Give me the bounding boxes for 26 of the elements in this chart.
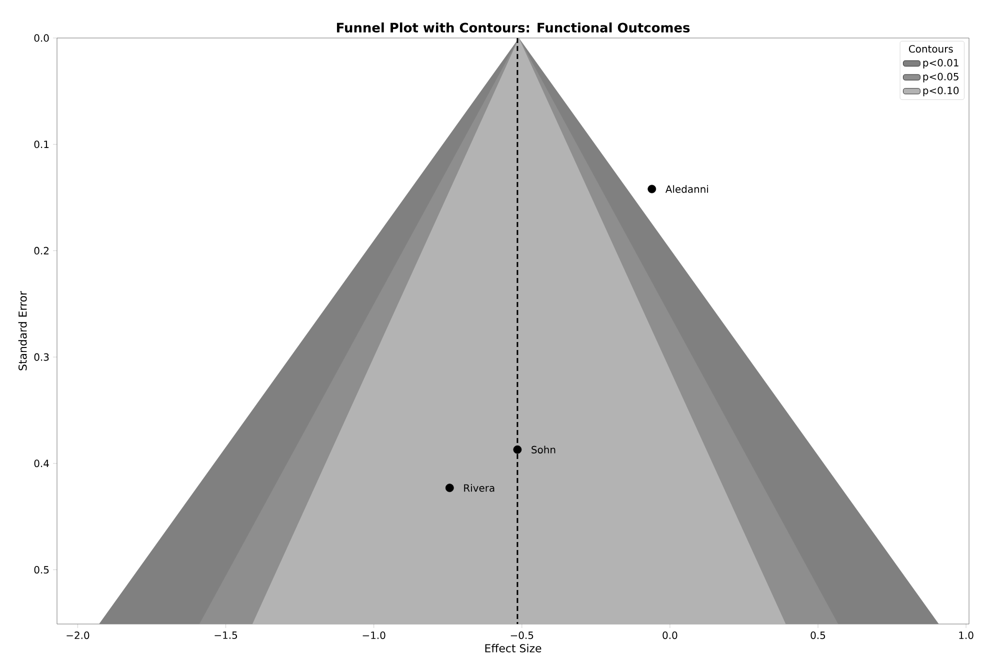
- x-tick-label: −2.0: [66, 632, 90, 640]
- x-tick-label: −1.0: [362, 632, 386, 640]
- x-tick-label: −1.5: [214, 632, 238, 639]
- x-tick-label: −0.5: [510, 632, 534, 640]
- chart-title: Funnel Plot with Contours: Functional Outcomes: [336, 22, 690, 33]
- y-tick-label: 0.2: [34, 246, 48, 254]
- y-tick-label: 0.1: [34, 140, 49, 148]
- y-tick-label: 0.3: [34, 353, 49, 361]
- legend-label: p<0.05: [923, 72, 958, 82]
- point: [513, 445, 522, 454]
- legend-label: p<0.10: [923, 86, 959, 96]
- y-tick-label: 0.4: [34, 460, 49, 468]
- y-tick-label: 0.0: [34, 34, 49, 42]
- legend-title: Contours: [908, 45, 953, 53]
- x-tick-label: 0.0: [662, 632, 678, 640]
- y-axis-title: Standard Error: [18, 290, 27, 370]
- annotation: Sohn: [532, 446, 556, 454]
- y-tick-label: 0.5: [34, 566, 49, 574]
- point: [648, 184, 656, 194]
- point: [445, 484, 454, 492]
- x-axis-title: Effect Size: [485, 644, 542, 652]
- annotation: Aledanni: [665, 185, 708, 193]
- legend-label: p<0.01: [923, 58, 958, 68]
- x-tick-label: 1.0: [959, 632, 974, 640]
- x-tick-label: 0.5: [810, 632, 826, 640]
- annotation: Rivera: [464, 484, 494, 492]
